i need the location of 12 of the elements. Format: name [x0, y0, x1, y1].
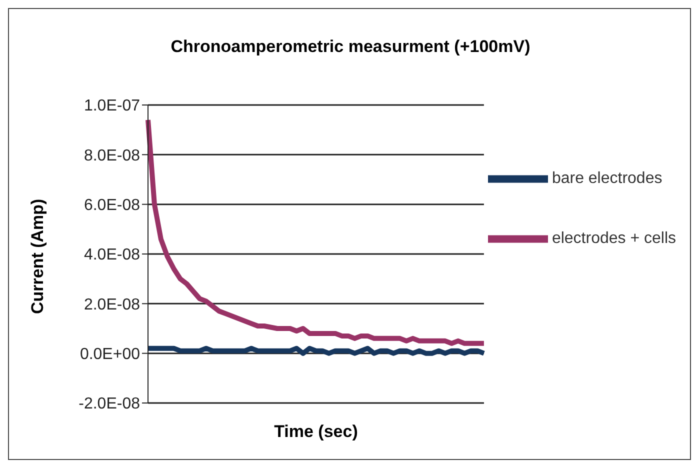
legend-label: electrodes + cells: [552, 230, 676, 248]
y-tick-label: 0.0E+00: [80, 346, 140, 364]
legend-label: bare electrodes: [552, 170, 662, 188]
y-tick-label: -2.0E-08: [78, 396, 140, 413]
x-axis-title: Time (sec): [274, 422, 358, 441]
y-tick-label: 8.0E-08: [84, 147, 140, 164]
y-tick-label: 1.0E-07: [84, 98, 140, 115]
y-tick-label: 6.0E-08: [84, 197, 140, 214]
y-tick-label: 4.0E-08: [84, 246, 140, 264]
y-tick-label: 2.0E-08: [84, 296, 140, 314]
y-axis-title: Current (Amp): [28, 198, 48, 314]
chart-title: Chronoamperometric measurment (+100mV): [170, 37, 532, 57]
